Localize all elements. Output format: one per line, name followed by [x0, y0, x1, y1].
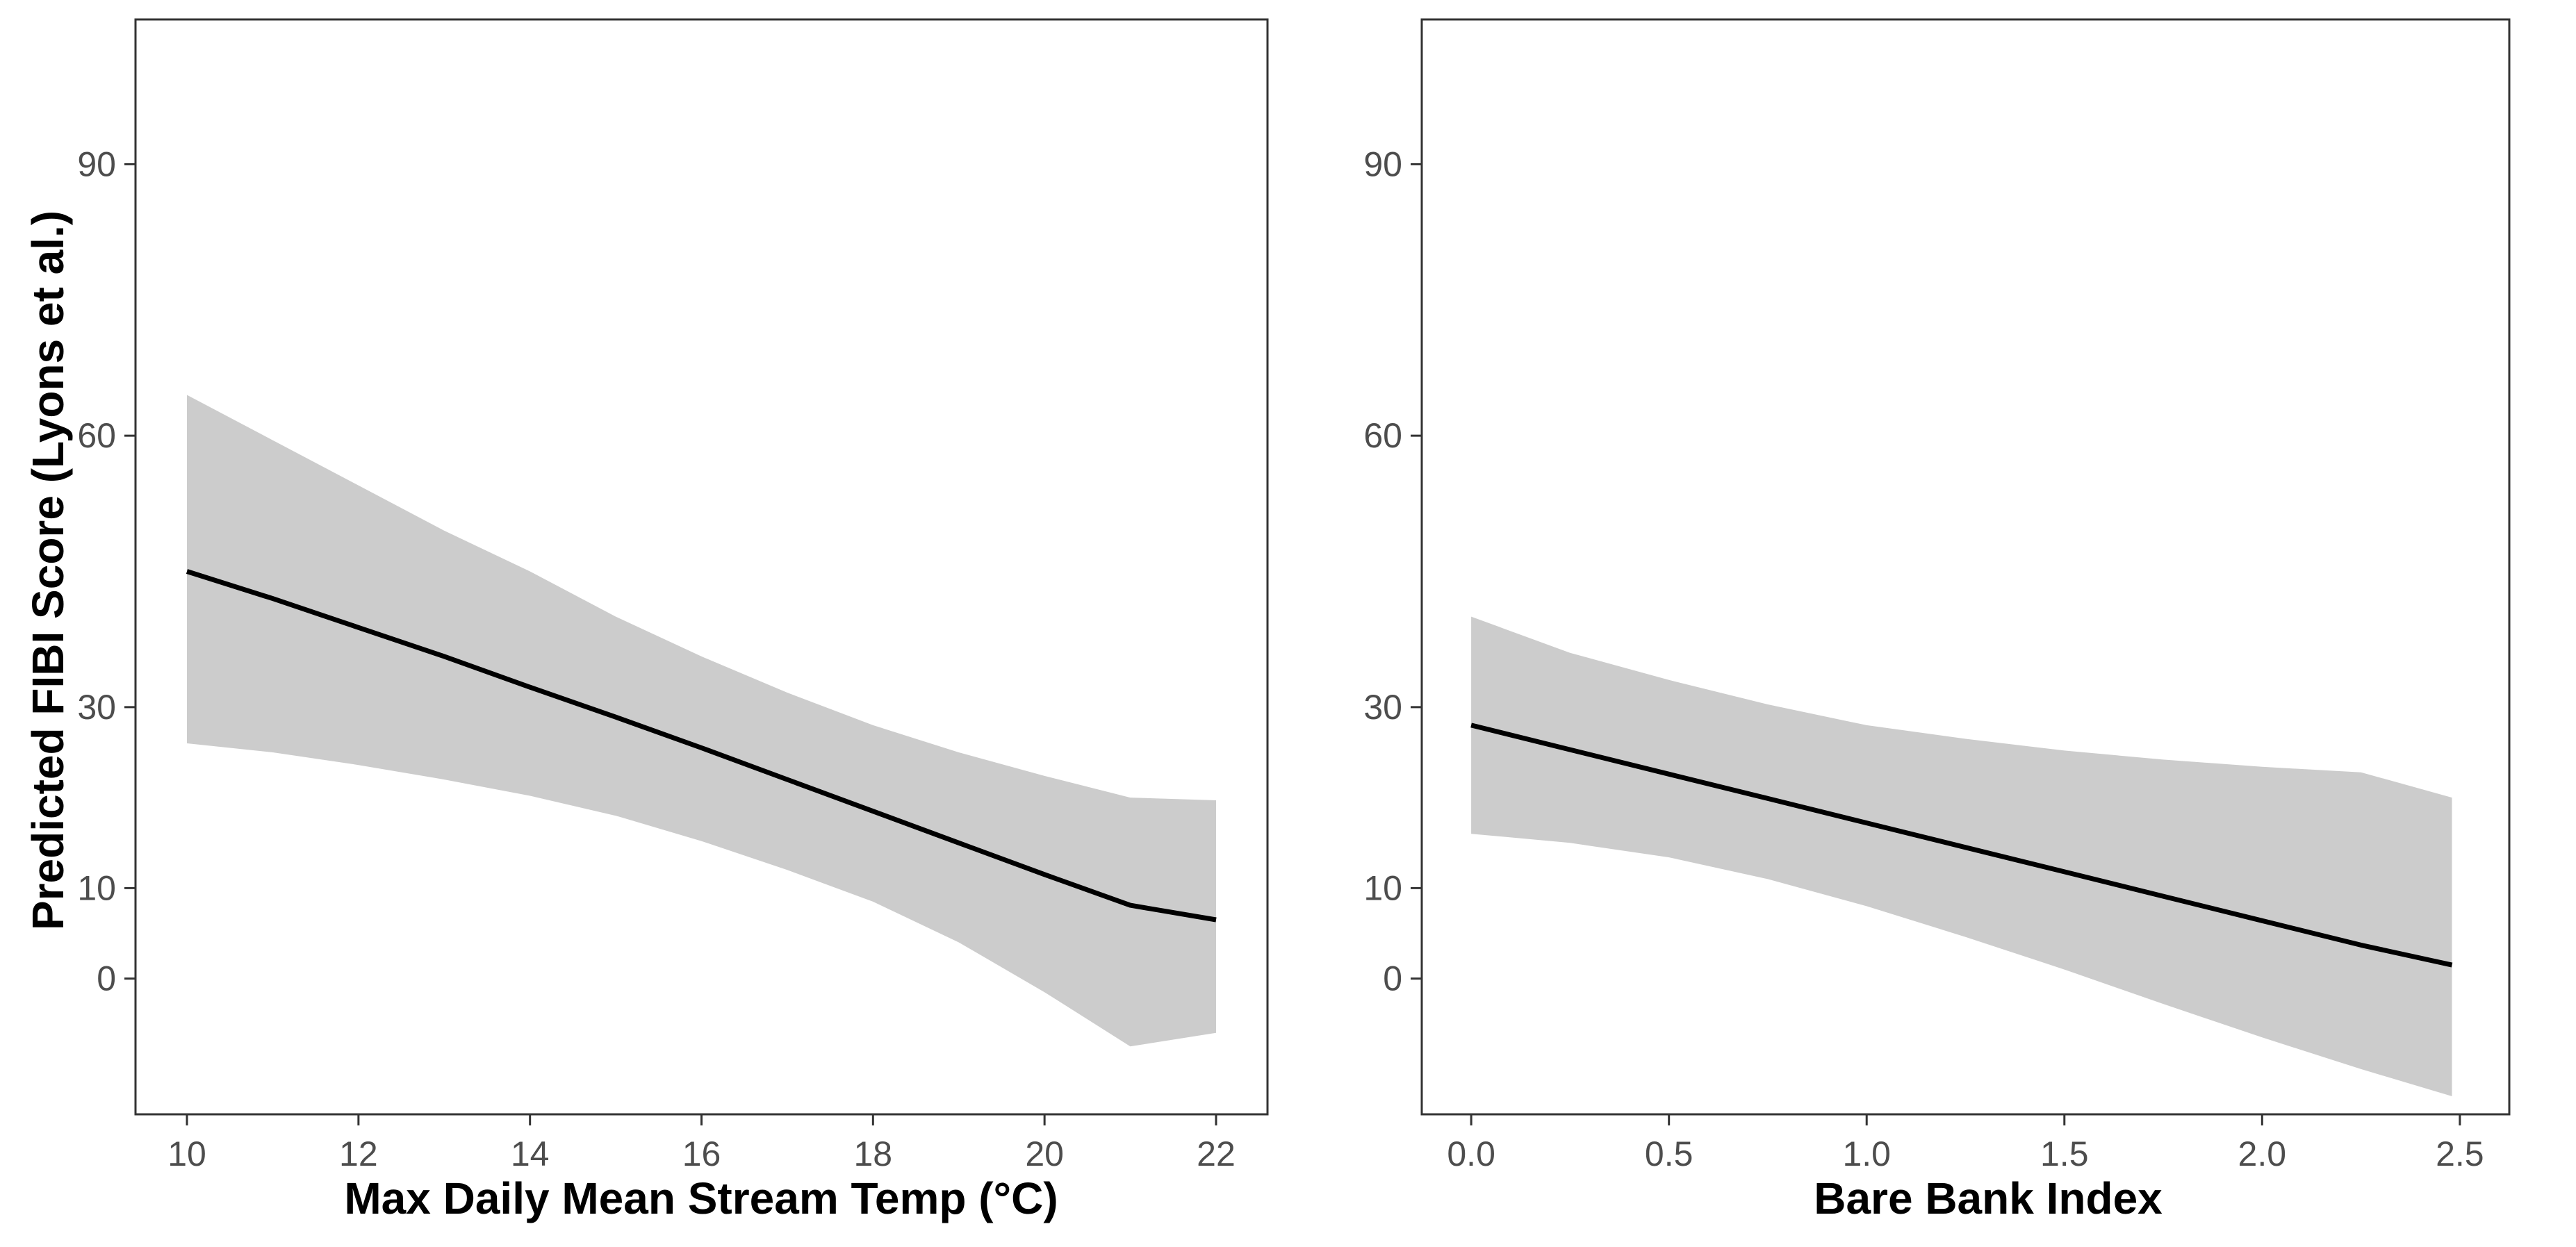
y-tick-label: 90	[1363, 144, 1402, 183]
confidence-band	[1471, 616, 2452, 1096]
y-tick-label: 10	[1363, 868, 1402, 907]
x-tick-label: 14	[511, 1134, 550, 1173]
x-tick-label: 0.0	[1447, 1134, 1495, 1173]
x-axis: 0.0 0.5 1.0 1.5 2.0 2.5	[1447, 1114, 2484, 1173]
fitted-line	[186, 569, 1217, 923]
confidence-band-layer	[187, 395, 1216, 1047]
x-axis: 10 12 14 16 18 20 22	[167, 1114, 1236, 1173]
fit-line-layer	[186, 569, 1217, 923]
x-tick-label: 22	[1197, 1134, 1236, 1173]
x-tick-label: 20	[1025, 1134, 1064, 1173]
x-axis-title: Max Daily Mean Stream Temp (°C)	[344, 1173, 1058, 1223]
x-tick-label: 10	[167, 1134, 206, 1173]
y-axis: 0 10 30 60 90	[1363, 144, 1422, 998]
fitted-line	[1470, 722, 2453, 968]
x-tick-label: 0.5	[1645, 1134, 1693, 1173]
y-tick-label: 30	[77, 688, 116, 727]
y-tick-label: 30	[1363, 688, 1402, 727]
x-tick-label: 1.5	[2040, 1134, 2089, 1173]
x-tick-label: 2.5	[2436, 1134, 2484, 1173]
panel-temperature: 0 10 30 60 90 10 12 14 16 18 20 22 Max Daily Mean …	[77, 18, 1269, 1223]
panel-border	[1420, 18, 2511, 1116]
x-axis-title: Bare Bank Index	[1814, 1173, 2163, 1223]
y-axis-title: Predicted FIBI Score (Lyons et al.)	[23, 210, 73, 930]
x-tick-label: 18	[854, 1134, 893, 1173]
confidence-band-layer	[1471, 616, 2452, 1096]
fit-line-layer	[1470, 722, 2453, 968]
x-tick-label: 1.0	[1842, 1134, 1891, 1173]
y-tick-label: 60	[1363, 416, 1402, 455]
y-tick-label: 90	[77, 144, 116, 183]
y-tick-label: 0	[97, 959, 116, 998]
panel-bare-bank: 0 10 30 60 90 0.0 0.5 1.0 1.5 2.0 2.5 Bare Bank I…	[1363, 18, 2511, 1223]
x-tick-label: 2.0	[2238, 1134, 2287, 1173]
y-axis: 0 10 30 60 90	[77, 144, 136, 998]
y-tick-label: 60	[77, 416, 116, 455]
y-tick-label: 0	[1383, 959, 1402, 998]
x-tick-label: 16	[682, 1134, 721, 1173]
x-tick-label: 12	[339, 1134, 378, 1173]
confidence-band	[187, 395, 1216, 1047]
y-tick-label: 10	[77, 868, 116, 907]
